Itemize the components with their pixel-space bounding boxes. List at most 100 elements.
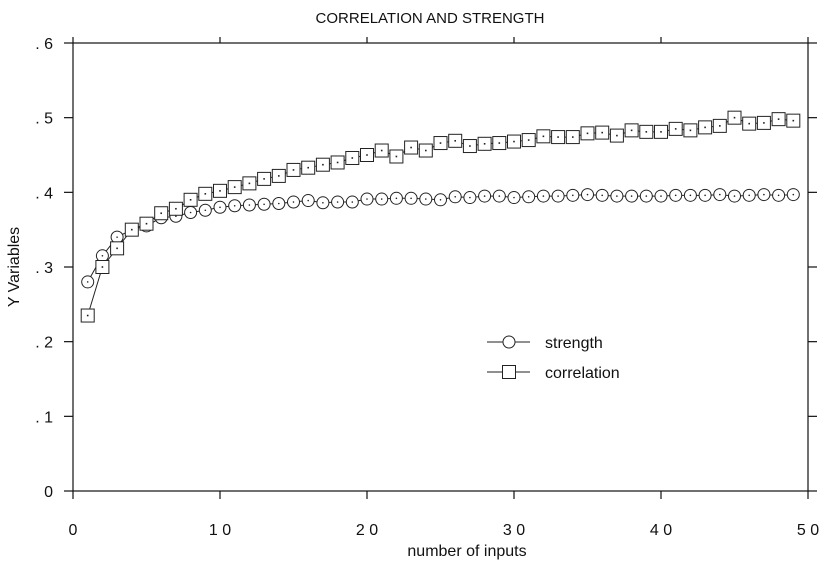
strength-point-center — [366, 198, 368, 200]
correlation-point-center — [527, 139, 530, 141]
legend-item-strength: strength — [487, 335, 603, 352]
x-axis-label: number of inputs — [407, 543, 526, 560]
correlation-point-center — [733, 116, 736, 119]
y-tick-label: . 6 — [35, 36, 53, 53]
correlation-point-center — [351, 157, 354, 159]
strength-point-center — [410, 197, 412, 200]
series-layer — [80, 110, 801, 323]
correlation-point-center — [278, 175, 280, 177]
correlation-point-center — [483, 143, 486, 145]
correlation-point-center — [395, 155, 398, 158]
strength-point-center — [336, 201, 339, 203]
strength-point-center — [557, 195, 559, 197]
x-tick-label: 4 0 — [650, 522, 672, 539]
strength-point-center — [380, 198, 383, 200]
correlation-point-center — [513, 140, 515, 143]
strength-point-center — [101, 255, 104, 257]
correlation-point-center — [116, 247, 118, 250]
correlation-point-center — [601, 131, 603, 134]
correlation-point-center — [175, 207, 177, 210]
correlation-point-center — [498, 142, 501, 144]
strength-point-center — [395, 197, 398, 200]
strength-point-center — [292, 201, 295, 203]
strength-point-center — [498, 195, 501, 197]
chart-legend: strength correlation — [487, 335, 620, 382]
correlation-point-center — [704, 126, 706, 129]
strength-point-center — [439, 199, 442, 201]
strength-point-center — [425, 198, 427, 200]
strength-point-center — [351, 201, 354, 203]
correlation-point-center — [763, 122, 765, 124]
strength-point-center — [792, 193, 795, 196]
y-axis-ticks: 0 . 1 . 2 . 3 . 4 . 5 . 6 — [35, 36, 817, 501]
strength-point-center — [777, 194, 780, 197]
strength-point-center — [704, 194, 706, 197]
correlation-point-center — [101, 266, 104, 268]
series-correlation — [80, 110, 801, 323]
legend-circle-marker — [502, 335, 516, 349]
chart-title: CORRELATION AND STRENGTH — [316, 10, 545, 27]
legend-label: strength — [545, 335, 603, 352]
correlation-point-center — [380, 149, 383, 152]
strength-point-center — [322, 201, 324, 204]
correlation-point-center — [204, 193, 207, 195]
correlation-point-center — [469, 145, 471, 147]
correlation-point-center — [248, 182, 251, 185]
correlation-point-center — [86, 314, 89, 317]
strength-point-center — [483, 195, 486, 197]
strength-point-center — [733, 195, 736, 197]
correlation-point-center — [292, 169, 295, 171]
y-axis-label: Y Variables — [6, 227, 23, 307]
x-axis-ticks: 0 1 0 2 0 3 0 4 0 5 0 — [69, 37, 819, 539]
correlation-point-center — [410, 146, 412, 149]
y-tick-label: . 4 — [35, 185, 53, 202]
strength-point-center — [748, 194, 750, 197]
strength-point-center — [630, 195, 633, 197]
y-tick-label: . 1 — [35, 409, 53, 426]
correlation-point-center — [616, 134, 618, 137]
correlation-point-center — [307, 166, 309, 169]
correlation-point-center — [219, 190, 221, 192]
strength-point-center — [689, 194, 692, 197]
correlation-point-center — [689, 129, 692, 132]
strength-point-center — [116, 236, 118, 238]
strength-point-center — [601, 194, 603, 197]
plot-frame — [72, 42, 809, 492]
correlation-point-center — [674, 128, 677, 130]
strength-point-center — [674, 194, 677, 197]
strength-point-center — [645, 195, 648, 197]
y-tick-label: . 2 — [35, 335, 53, 352]
correlation-point-center — [645, 131, 648, 133]
strength-point-center — [542, 195, 545, 197]
correlation-point-center — [557, 136, 559, 138]
correlation-point-center — [572, 136, 574, 138]
y-tick-label: . 5 — [35, 111, 53, 128]
x-tick-label: 2 0 — [356, 522, 378, 539]
strength-point-center — [307, 199, 310, 202]
strength-point-center — [527, 196, 530, 198]
correlation-point-center — [366, 154, 368, 156]
x-tick-label: 0 — [69, 522, 78, 539]
strength-point-center — [660, 195, 662, 197]
correlation-point-center — [160, 212, 162, 215]
correlation-point-center — [439, 142, 442, 144]
correlation-point-center — [233, 186, 236, 188]
strength-point-center — [233, 204, 236, 207]
strength-point-center — [469, 196, 471, 199]
strength-point-center — [719, 193, 721, 196]
legend-square-marker — [502, 365, 516, 379]
correlation-point-center — [777, 118, 780, 120]
correlation-point-center — [336, 161, 339, 164]
correlation-point-center — [542, 135, 545, 138]
strength-point-center — [204, 209, 207, 212]
correlation-point-center — [189, 199, 192, 201]
legend-label: correlation — [545, 365, 620, 382]
series-strength — [81, 188, 800, 289]
correlation-point-center — [131, 228, 133, 231]
strength-point-center — [763, 193, 765, 196]
strength-point-center — [86, 281, 89, 283]
strength-point-center — [586, 193, 589, 196]
y-tick-label: . 3 — [35, 260, 53, 277]
